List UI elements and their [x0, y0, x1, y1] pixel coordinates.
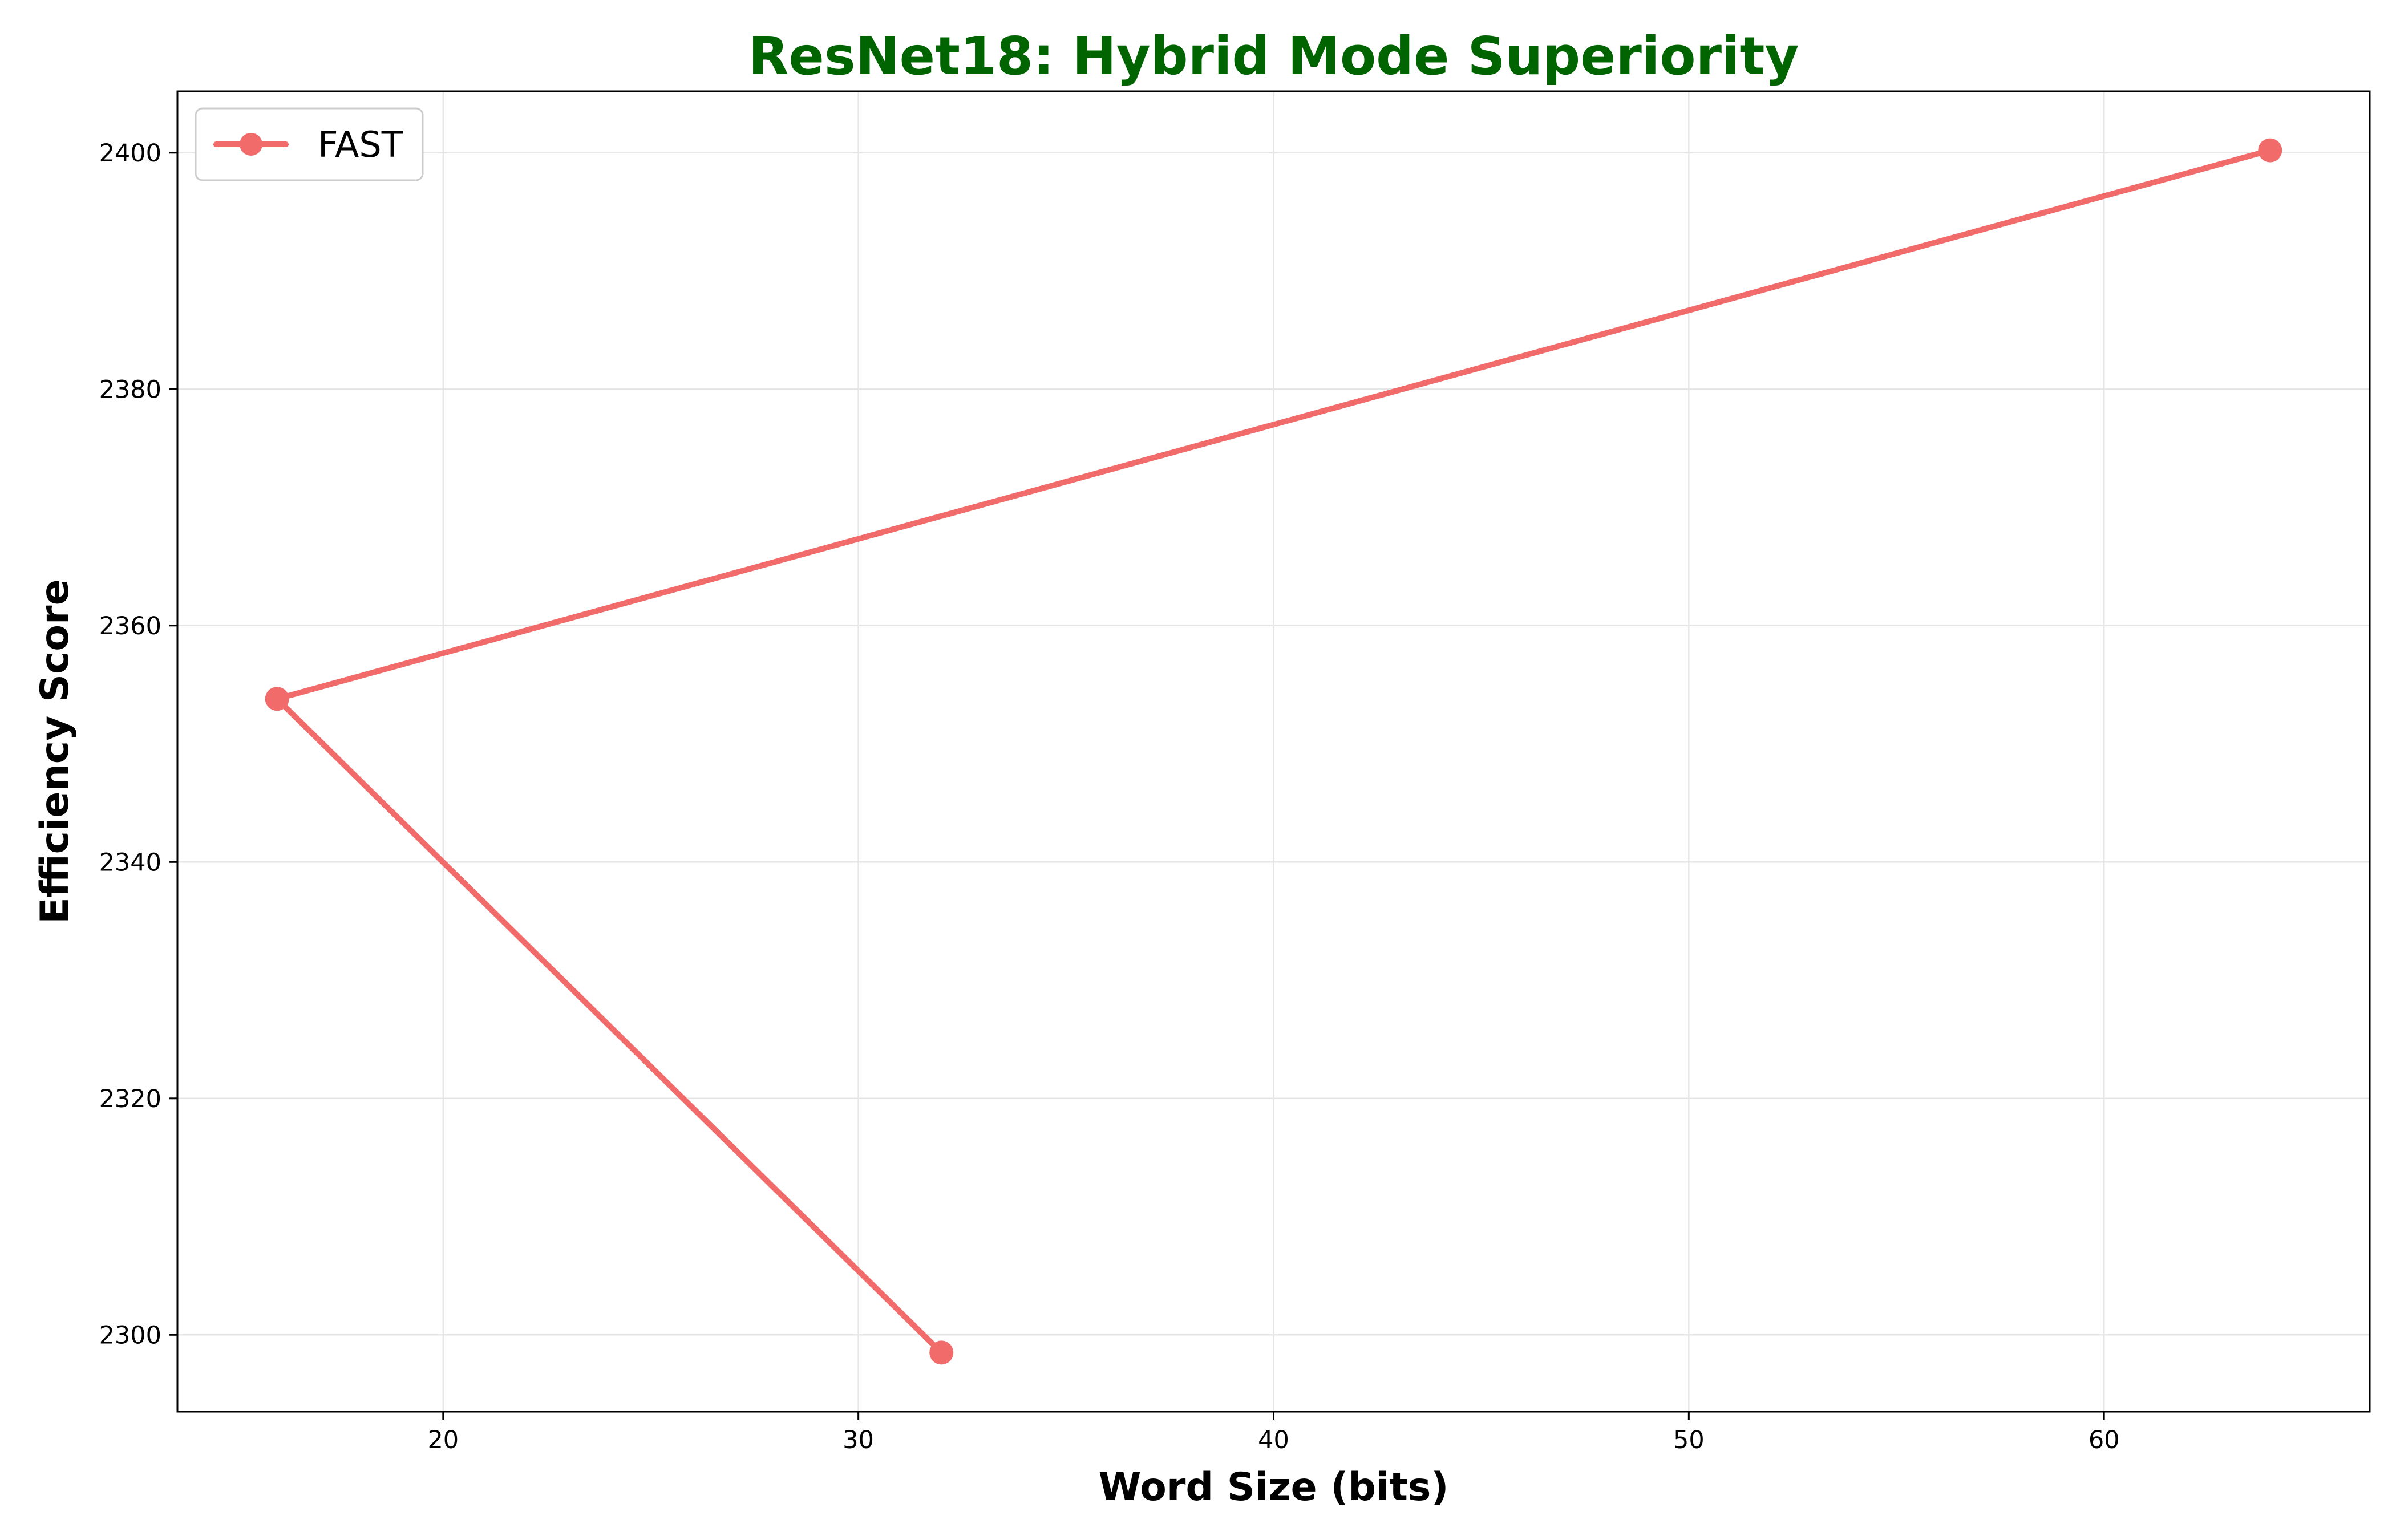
y-tick-label: 2340 — [99, 848, 161, 877]
legend-box — [195, 107, 424, 181]
y-tick-label: 2320 — [99, 1085, 161, 1113]
data-point — [929, 1340, 954, 1365]
x-tick-label: 20 — [427, 1426, 459, 1454]
series-layer — [265, 138, 2282, 1365]
chart-title: ResNet18: Hybrid Mode Superiority — [748, 26, 1799, 87]
data-point — [265, 687, 289, 711]
x-tick-label: 50 — [1673, 1426, 1705, 1454]
y-axis-label: Efficiency Score — [33, 579, 78, 923]
y-tick-label: 2360 — [99, 612, 161, 641]
y-tick-label: 2380 — [99, 375, 161, 404]
y-tick-label: 2300 — [99, 1321, 161, 1349]
data-point — [2258, 138, 2282, 163]
x-tick-label: 30 — [843, 1426, 874, 1454]
legend: FAST — [195, 107, 424, 181]
x-tick-label: 40 — [1258, 1426, 1289, 1454]
legend-marker-swatch — [240, 133, 262, 156]
x-axis-label: Word Size (bits) — [1099, 1465, 1449, 1510]
y-tick-label: 2400 — [99, 139, 161, 168]
grid — [177, 91, 2370, 1412]
ticks: 20 30 40 50 60 2300 2320 2340 2360 2380 2400 — [99, 139, 2120, 1454]
x-tick-label: 60 — [2089, 1426, 2120, 1454]
legend-label: FAST — [318, 124, 404, 165]
